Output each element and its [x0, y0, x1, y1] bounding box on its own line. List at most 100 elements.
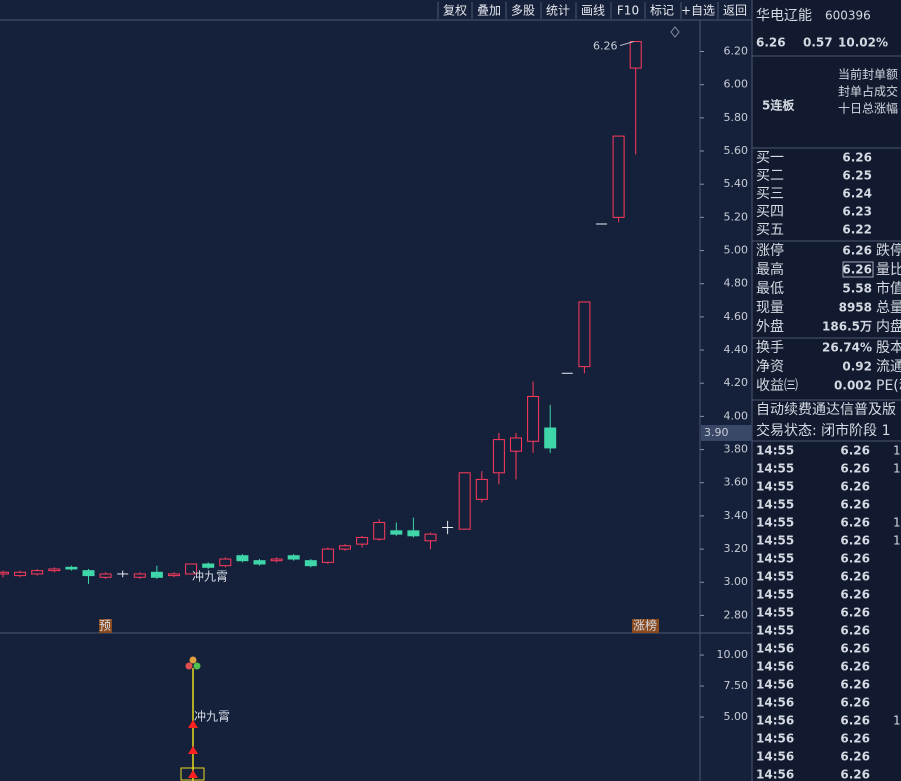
trade-volume: 1 — [893, 462, 901, 476]
candle-body — [219, 558, 232, 567]
candle-body — [304, 560, 317, 567]
stat-label: 涨停 — [756, 242, 784, 259]
y-tick-label: 3.20 — [724, 542, 749, 555]
y-tick-label: 5.60 — [724, 144, 749, 157]
trade-price: 6.26 — [840, 696, 870, 710]
toolbar-button[interactable]: 返回 — [723, 4, 747, 18]
candle-body — [236, 555, 249, 562]
trade-price: 6.26 — [840, 750, 870, 764]
y-tick-label: 5.80 — [724, 111, 749, 124]
y-tick-label: 6.20 — [724, 45, 749, 58]
signal-arrows — [180, 26, 680, 781]
toolbar-button[interactable]: 叠加 — [477, 4, 501, 18]
candle-body — [390, 530, 403, 535]
trade-price: 6.26 — [840, 498, 870, 512]
candle-body — [48, 568, 61, 572]
candle-body — [424, 533, 437, 542]
trade-price: 6.26 — [840, 714, 870, 728]
candle-body — [168, 573, 180, 577]
signal-label: 冲九霄 — [194, 709, 230, 724]
notice[interactable]: 自动续费通达信普及版 — [756, 401, 896, 418]
y-tick-label: 4.60 — [724, 310, 749, 323]
trade-volume: 1 — [893, 516, 901, 530]
toolbar-button[interactable]: 画线 — [581, 4, 605, 18]
note: 封单占成交 — [838, 84, 898, 99]
stat-label: 换手 — [756, 339, 784, 356]
toolbar-button[interactable]: F10 — [617, 4, 639, 18]
candle-body — [0, 571, 9, 575]
trade-time: 14:56 — [756, 660, 794, 674]
trade-time: 14:55 — [756, 534, 794, 548]
trade-price: 6.26 — [840, 660, 870, 674]
trade-time: 14:55 — [756, 588, 794, 602]
trade-time: 14:55 — [756, 462, 794, 476]
toolbar-button[interactable]: +自选 — [681, 4, 715, 18]
candle-body — [99, 573, 112, 578]
stat-label: 市值 — [876, 280, 901, 297]
bid-price: 6.23 — [842, 205, 872, 219]
trade-time: 14:56 — [756, 732, 794, 746]
trade-time: 14:55 — [756, 444, 794, 458]
stat-value: 0.002 — [834, 379, 872, 393]
highlight-box — [842, 261, 874, 278]
stat-label: 外盘 — [756, 318, 784, 335]
toolbar-button[interactable]: 统计 — [546, 4, 570, 18]
bid-label: 买三 — [756, 186, 784, 202]
trade-time: 14:55 — [756, 552, 794, 566]
candle-body — [270, 558, 283, 562]
stat-label: 收益㈢ — [756, 378, 798, 394]
trade-time: 14:55 — [756, 516, 794, 530]
candle-body — [475, 478, 488, 500]
stat-label: 跌停 — [876, 242, 901, 259]
trade-time: 14:55 — [756, 570, 794, 584]
trade-price: 6.26 — [840, 768, 870, 781]
status: 交易状态: 闭市阶段 1 — [756, 422, 891, 439]
stat-value: 186.5万 — [822, 320, 872, 334]
candle-body — [14, 571, 27, 577]
marker-box — [632, 619, 659, 633]
trade-price: 6.26 — [840, 570, 870, 584]
cursor-price-label: 3.90 — [704, 426, 729, 439]
note: 当前封单额 — [838, 67, 898, 82]
trade-price: 6.26 — [840, 444, 870, 458]
toolbar-button[interactable]: 多股 — [511, 4, 535, 18]
candle-body — [612, 135, 625, 218]
stat-value: 26.74% — [822, 341, 872, 355]
bid-label: 买一 — [756, 150, 784, 166]
change-pct: 10.02% — [838, 36, 888, 50]
stat-label: 股本 — [876, 340, 901, 356]
trade-price: 6.26 — [840, 480, 870, 494]
stat-label: 量比 — [876, 262, 901, 278]
stat-value: 6.26 — [842, 244, 872, 258]
candle-body — [527, 395, 540, 442]
change: 0.57 — [803, 36, 833, 50]
candle-body — [407, 530, 420, 537]
trade-price: 6.26 — [840, 588, 870, 602]
y-tick-label: 10.00 — [717, 648, 749, 661]
trade-time: 14:55 — [756, 624, 794, 638]
trade-price: 6.26 — [840, 642, 870, 656]
trade-price: 6.26 — [840, 462, 870, 476]
trade-price: 6.26 — [840, 516, 870, 530]
candle-body — [339, 545, 351, 550]
y-tick-label: 3.40 — [724, 509, 749, 522]
stat-label: 总量 — [876, 300, 901, 316]
marker: 预 — [99, 619, 111, 633]
right-panel — [752, 0, 901, 781]
trade-time: 14:56 — [756, 750, 794, 764]
trade-price: 6.26 — [840, 678, 870, 692]
trade-price: 6.26 — [840, 534, 870, 548]
toolbar-button[interactable]: 复权 — [443, 4, 467, 18]
y-tick-label: 3.80 — [724, 443, 749, 456]
marker: 涨榜 — [633, 618, 657, 633]
stat-value: 0.92 — [842, 360, 872, 374]
trade-volume: 1 — [893, 444, 901, 458]
toolbar-button[interactable]: 标记 — [650, 4, 674, 18]
bid-price: 6.24 — [842, 187, 872, 201]
trade-price: 6.26 — [840, 624, 870, 638]
stat-label: PE(动 — [876, 378, 901, 394]
candle-body — [356, 536, 369, 545]
stat-value: 6.26 — [842, 263, 872, 277]
